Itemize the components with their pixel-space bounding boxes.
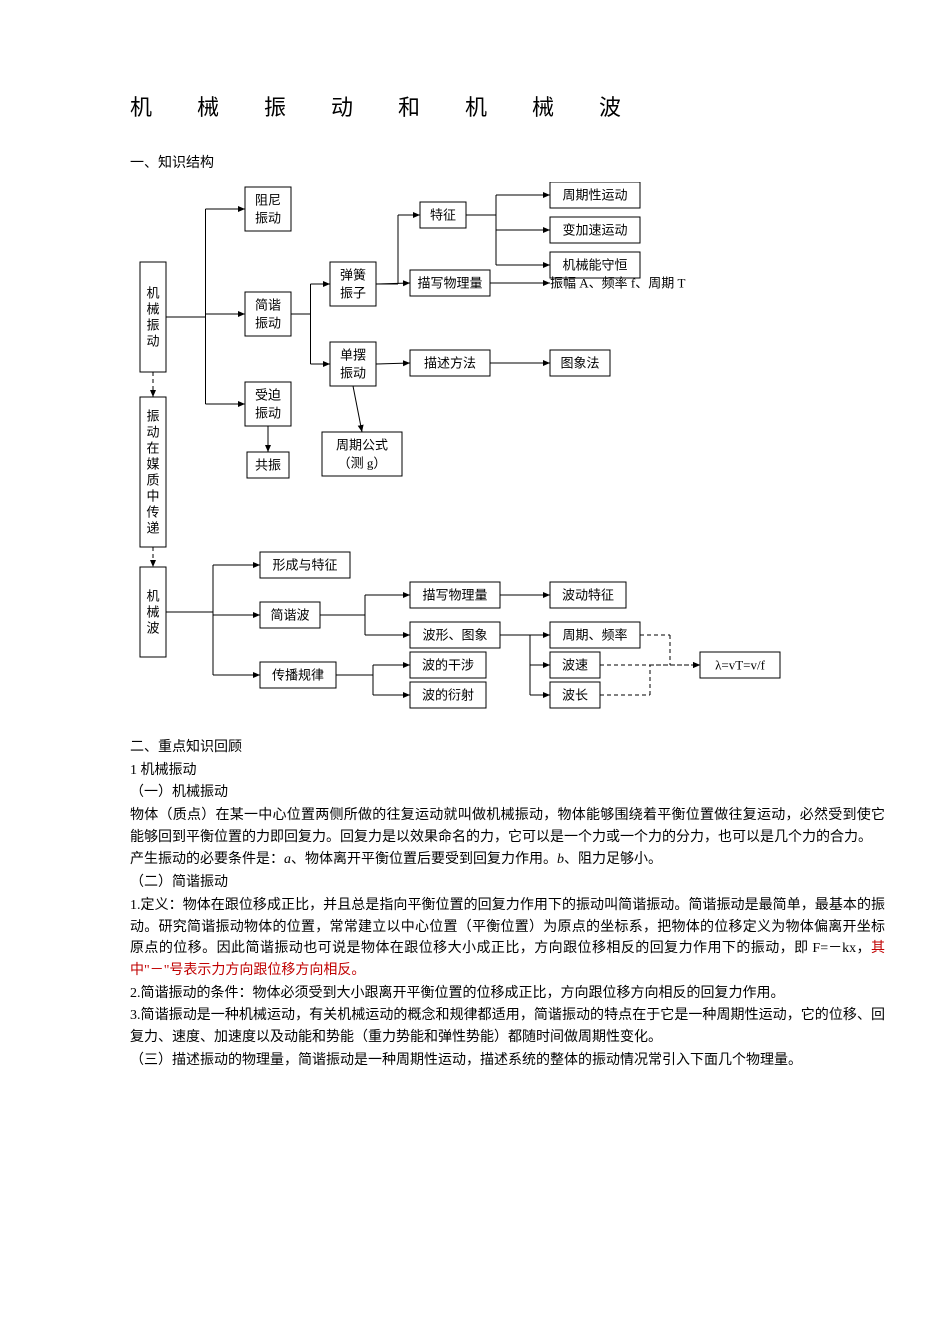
svg-text:波的衍射: 波的衍射 [422, 688, 474, 703]
svg-text:振动: 振动 [340, 366, 366, 381]
p2-d: b [557, 852, 564, 867]
svg-text:振子: 振子 [340, 286, 366, 301]
svg-text:共振: 共振 [255, 458, 281, 473]
svg-text:机: 机 [146, 589, 159, 604]
svg-text:振: 振 [146, 409, 159, 424]
svg-text:传: 传 [146, 505, 159, 520]
svg-text:波形、图象: 波形、图象 [422, 628, 487, 643]
svg-text:弹簧: 弹簧 [340, 268, 366, 283]
svg-text:在: 在 [146, 441, 159, 456]
p2-e: 、阻力足够小。 [564, 852, 662, 867]
paragraph-2: 产生振动的必要条件是：a、物体离开平衡位置后要受到回复力作用。b、阻力足够小。 [130, 849, 885, 871]
paragraph-4: 2.简谐振动的条件：物体必须受到大小跟离开平衡位置的位移成正比，方向跟位移方向相… [130, 983, 885, 1005]
svg-text:简谐波: 简谐波 [270, 608, 309, 623]
svg-text:质: 质 [146, 473, 159, 488]
svg-text:简谐: 简谐 [255, 298, 281, 313]
page-title: 机械振动和机械波 [130, 90, 885, 122]
svg-text:动: 动 [146, 425, 159, 440]
svg-text:械: 械 [146, 605, 159, 620]
svg-text:波: 波 [146, 621, 159, 636]
svg-text:描写物理量: 描写物理量 [422, 588, 487, 603]
section2-heading: 二、重点知识回顾 [130, 737, 885, 759]
p2-b: a [284, 852, 291, 867]
svg-text:形成与特征: 形成与特征 [272, 558, 337, 573]
section1-heading: 一、知识结构 [130, 152, 885, 172]
knowledge-structure-diagram: 机械振动振动在媒质中传递机械波阻尼振动简谐振动受迫振动共振弹簧振子单摆振动周期公… [130, 182, 890, 722]
svg-text:波速: 波速 [562, 658, 588, 673]
svg-text:振幅 A、频率 f、周期 T: 振幅 A、频率 f、周期 T [550, 276, 685, 291]
svg-text:递: 递 [146, 521, 159, 536]
paragraph-5: 3.简谐振动是一种机械运动，有关机械运动的概念和规律都适用，简谐振动的特点在于它… [130, 1005, 885, 1048]
svg-text:动: 动 [146, 334, 159, 349]
svg-text:图象法: 图象法 [560, 356, 599, 371]
svg-text:变加速运动: 变加速运动 [562, 223, 627, 238]
svg-text:周期性运动: 周期性运动 [562, 188, 627, 203]
svg-text:周期、频率: 周期、频率 [562, 628, 627, 643]
svg-text:中: 中 [146, 489, 159, 504]
heading-1b: （二）简谐振动 [130, 872, 885, 894]
svg-text:振动: 振动 [255, 211, 281, 226]
svg-text:阻尼: 阻尼 [255, 193, 281, 208]
svg-text:传播规律: 传播规律 [272, 668, 324, 683]
svg-text:波的干涉: 波的干涉 [422, 658, 474, 673]
svg-text:振动: 振动 [255, 316, 281, 331]
svg-text:波长: 波长 [562, 688, 588, 703]
svg-text:周期公式: 周期公式 [336, 438, 388, 453]
svg-text:（测 g）: （测 g） [338, 456, 387, 471]
paragraph-6: （三）描述振动的物理量，简谐振动是一种周期性运动，描述系统的整体的振动情况常引入… [130, 1050, 885, 1072]
heading-1a: （一）机械振动 [130, 782, 885, 804]
paragraph-1: 物体（质点）在某一中心位置两侧所做的往复运动就叫做机械振动，物体能够围绕着平衡位… [130, 805, 885, 848]
svg-text:λ=vT=v/f: λ=vT=v/f [715, 658, 766, 673]
svg-text:机: 机 [146, 286, 159, 301]
svg-text:单摆: 单摆 [340, 348, 366, 363]
svg-text:振: 振 [146, 318, 159, 333]
svg-text:特征: 特征 [430, 208, 456, 223]
svg-text:振动: 振动 [255, 406, 281, 421]
body-text: 二、重点知识回顾 1 机械振动 （一）机械振动 物体（质点）在某一中心位置两侧所… [130, 737, 885, 1071]
p3-a: 1.定义：物体在跟位移成正比，并且总是指向平衡位置的回复力作用下的振动叫简谐振动… [130, 898, 885, 956]
p2-c: 、物体离开平衡位置后要受到回复力作用。 [291, 852, 557, 867]
paragraph-3: 1.定义：物体在跟位移成正比，并且总是指向平衡位置的回复力作用下的振动叫简谐振动… [130, 895, 885, 982]
svg-text:媒: 媒 [146, 457, 159, 472]
p2-a: 产生振动的必要条件是： [130, 852, 284, 867]
svg-text:械: 械 [146, 302, 159, 317]
svg-text:机械能守恒: 机械能守恒 [562, 258, 627, 273]
svg-text:描写物理量: 描写物理量 [417, 276, 482, 291]
svg-text:描述方法: 描述方法 [424, 356, 476, 371]
svg-text:受迫: 受迫 [255, 388, 281, 403]
heading-1: 1 机械振动 [130, 760, 885, 782]
svg-text:波动特征: 波动特征 [562, 588, 614, 603]
